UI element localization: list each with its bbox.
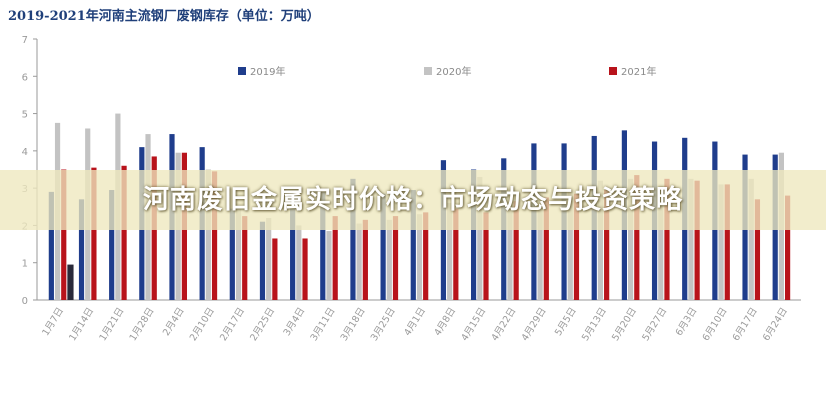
x-tick-label: 2月25日 xyxy=(248,306,277,343)
legend-label-1: 2019年 xyxy=(250,65,285,78)
bar-3-23 xyxy=(724,184,730,300)
bar-3-22 xyxy=(694,180,700,300)
bar-3-25 xyxy=(784,195,791,300)
bar-2-10 xyxy=(326,231,332,300)
x-tick-label: 4月29日 xyxy=(520,306,549,343)
bar-2-7 xyxy=(235,208,242,300)
y-tick-label: 0 xyxy=(22,296,28,307)
x-tick-label: 1月14日 xyxy=(67,306,96,343)
bar-3-9 xyxy=(302,238,308,300)
bar-2-12 xyxy=(386,219,392,300)
bar-3-16 xyxy=(513,201,519,300)
bar-2-21 xyxy=(658,186,664,300)
x-tick-label: 3月25日 xyxy=(369,306,398,343)
bar-2-8 xyxy=(266,217,272,300)
bar-3-12 xyxy=(392,216,399,300)
legend-label-3: 2021年 xyxy=(621,65,656,78)
bar-3-6 xyxy=(211,171,218,300)
y-tick-label: 1 xyxy=(22,259,28,270)
bar-1-11 xyxy=(350,178,356,300)
y-tick-label: 6 xyxy=(22,72,28,83)
bar-2-15 xyxy=(477,176,483,300)
chart-title: 2019-2021年河南主流钢厂废钢库存（单位：万吨） xyxy=(8,9,320,24)
bar-1-2 xyxy=(78,199,85,300)
x-tick-label: 3月11日 xyxy=(309,306,338,343)
bar-3-2 xyxy=(91,167,97,300)
highlight-bar xyxy=(67,264,74,300)
bar-2-18 xyxy=(567,191,573,300)
bar-1-7 xyxy=(229,208,235,300)
x-tick-label: 6月10日 xyxy=(701,306,730,343)
x-tick-label: 4月22日 xyxy=(489,306,518,343)
x-tick-label: 5月20日 xyxy=(610,306,639,343)
bar-3-20 xyxy=(634,175,640,300)
bar-3-13 xyxy=(423,212,429,300)
bar-3-8 xyxy=(272,238,278,300)
bar-3-24 xyxy=(754,199,761,300)
bar-2-23 xyxy=(718,184,724,300)
bar-1-13 xyxy=(410,190,416,300)
legend-swatch-2 xyxy=(424,67,432,75)
x-tick-label: 4月8日 xyxy=(432,306,458,338)
bar-1-10 xyxy=(320,191,326,300)
bar-2-16 xyxy=(507,193,513,300)
x-tick-label: 6月17日 xyxy=(731,306,760,343)
y-tick-label: 4 xyxy=(22,147,28,158)
bar-3-21 xyxy=(664,178,670,300)
x-tick-label: 5月27日 xyxy=(640,306,669,343)
x-tick-label: 6月24日 xyxy=(761,306,790,343)
x-tick-label: 6月3日 xyxy=(674,306,700,338)
x-tick-label: 2月17日 xyxy=(218,306,247,343)
x-tick-label: 3月4日 xyxy=(282,306,308,338)
headline-banner xyxy=(0,170,826,230)
bar-3-15 xyxy=(483,212,489,300)
bar-1-12 xyxy=(380,193,386,300)
bar-2-19 xyxy=(597,180,604,300)
bar-1-14 xyxy=(440,160,447,300)
legend-swatch-3 xyxy=(609,67,617,75)
x-tick-label: 3月18日 xyxy=(339,306,368,343)
bar-2-22 xyxy=(688,178,694,300)
bar-2-24 xyxy=(748,178,754,300)
x-tick-label: 4月1日 xyxy=(402,306,428,338)
bar-2-11 xyxy=(356,223,362,300)
headline-text: 河南废旧金属实时价格：市场动态与投资策略 xyxy=(142,185,683,215)
x-tick-label: 1月28日 xyxy=(128,306,157,343)
bar-2-13 xyxy=(416,214,423,300)
legend-label-2: 2020年 xyxy=(436,65,471,78)
bar-1-15 xyxy=(470,169,477,300)
bar-3-19 xyxy=(604,190,610,300)
bar-3-1 xyxy=(61,169,67,300)
bar-1-3 xyxy=(109,190,115,300)
bar-1-9 xyxy=(290,208,296,300)
bar-3-10 xyxy=(332,216,338,300)
x-tick-label: 1月21日 xyxy=(97,306,126,343)
x-tick-label: 2月4日 xyxy=(161,306,187,338)
x-tick-label: 5月5日 xyxy=(553,306,579,338)
bar-3-7 xyxy=(242,216,248,300)
bar-2-6 xyxy=(205,169,211,300)
y-tick-label: 5 xyxy=(22,110,28,121)
bar-1-1 xyxy=(48,191,54,300)
bar-2-20 xyxy=(627,178,634,300)
x-tick-label: 4月15日 xyxy=(459,306,488,343)
bar-2-14 xyxy=(447,203,453,300)
bar-3-17 xyxy=(543,197,549,300)
bar-2-17 xyxy=(537,193,543,300)
bar-3-18 xyxy=(573,193,580,300)
bar-1-8 xyxy=(259,221,266,300)
legend-swatch-1 xyxy=(238,67,246,75)
y-tick-label: 7 xyxy=(22,35,28,46)
x-tick-label: 5月13日 xyxy=(580,306,609,343)
x-tick-label: 1月7日 xyxy=(40,306,66,338)
bar-3-11 xyxy=(362,219,368,300)
bar-2-9 xyxy=(296,225,302,300)
bar-3-14 xyxy=(453,208,459,300)
bar-3-3 xyxy=(121,165,127,300)
x-tick-label: 2月10日 xyxy=(188,306,217,343)
